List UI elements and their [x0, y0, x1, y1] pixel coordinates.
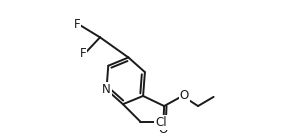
Text: O: O [159, 123, 168, 136]
Text: Cl: Cl [155, 116, 167, 129]
Text: F: F [73, 18, 80, 31]
Text: F: F [80, 47, 86, 60]
Text: O: O [180, 89, 189, 102]
Text: N: N [102, 83, 111, 96]
